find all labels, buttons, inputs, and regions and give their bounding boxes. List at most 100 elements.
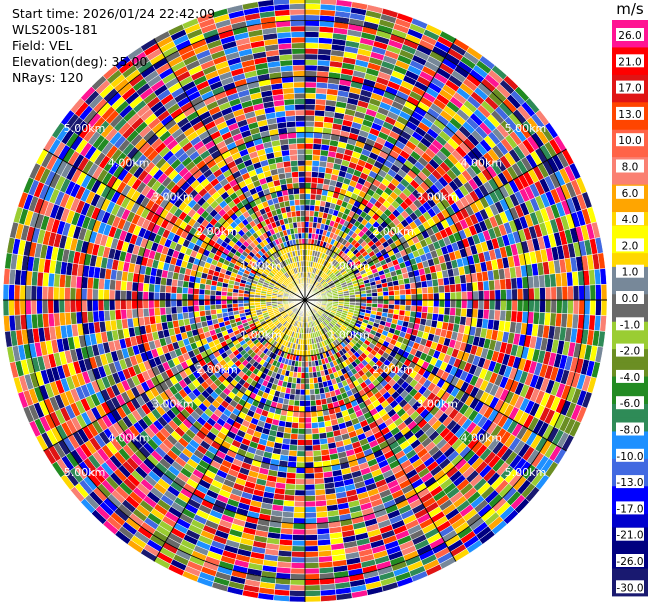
velocity-gate	[483, 290, 490, 301]
velocity-gate	[461, 291, 468, 301]
velocity-gate	[600, 299, 608, 317]
velocity-gate	[410, 293, 418, 301]
velocity-gate	[304, 506, 317, 513]
velocity-gate	[304, 573, 320, 580]
velocity-gate	[304, 411, 312, 418]
velocity-gate	[304, 467, 315, 474]
velocity-gate	[304, 48, 319, 55]
velocity-gate	[125, 290, 133, 301]
velocity-gate	[304, 159, 313, 167]
velocity-gate	[578, 285, 585, 301]
velocity-gate	[19, 299, 27, 316]
velocity-gate	[292, 528, 306, 536]
velocity-gate	[170, 299, 177, 308]
velocity-gate	[511, 299, 518, 312]
velocity-gate	[293, 511, 306, 519]
velocity-gate	[399, 304, 406, 311]
velocity-gate	[360, 296, 367, 301]
velocity-gate	[304, 165, 313, 172]
velocity-gate	[215, 295, 222, 301]
velocity-gate	[539, 299, 546, 313]
velocity-gate	[198, 288, 206, 295]
velocity-gate	[522, 299, 529, 312]
velocity-gate	[103, 278, 111, 291]
velocity-gate	[304, 450, 314, 457]
velocity-gate	[595, 299, 602, 316]
velocity-gate	[510, 277, 518, 290]
velocity-gate	[394, 294, 401, 301]
velocity-gate	[304, 394, 311, 401]
velocity-gate	[287, 455, 298, 463]
velocity-gate	[438, 299, 446, 308]
velocity-gate	[81, 288, 88, 301]
velocity-gate	[142, 299, 149, 309]
velocity-gate	[293, 399, 300, 407]
velocity-gate	[3, 268, 11, 285]
velocity-gate	[103, 289, 110, 301]
velocity-gate	[285, 415, 293, 423]
velocity-gate	[304, 187, 312, 195]
velocity-gate	[516, 276, 524, 290]
velocity-gate	[304, 534, 318, 541]
velocity-gate	[304, 428, 313, 435]
velocity-gate	[25, 299, 32, 315]
velocity-gate	[516, 299, 524, 312]
velocity-gate	[310, 188, 317, 195]
velocity-gate	[181, 286, 189, 295]
velocity-gate	[304, 528, 318, 536]
velocity-gate	[398, 283, 406, 291]
velocity-gate	[432, 285, 440, 294]
velocity-gate	[47, 299, 54, 314]
velocity-gate	[304, 422, 312, 429]
velocity-gate	[298, 422, 306, 429]
velocity-gate	[304, 120, 315, 128]
velocity-gate	[320, 594, 337, 602]
velocity-gate	[181, 293, 188, 301]
velocity-gate	[600, 283, 608, 301]
velocity-gate	[293, 500, 306, 508]
velocity-gate	[433, 292, 440, 301]
velocity-gate	[304, 595, 322, 603]
velocity-gate	[489, 289, 496, 301]
velocity-gate	[81, 299, 88, 312]
velocity-gate	[405, 294, 412, 301]
velocity-gate	[505, 288, 513, 301]
velocity-gate	[528, 299, 535, 313]
velocity-gate	[589, 299, 597, 316]
velocity-gate	[455, 299, 462, 309]
velocity-gate	[449, 291, 457, 301]
velocity-gate	[304, 511, 317, 519]
velocity-gate	[182, 280, 190, 288]
velocity-gate	[30, 285, 38, 301]
velocity-gate	[3, 315, 11, 332]
velocity-gate	[159, 292, 166, 301]
velocity-gate	[426, 279, 434, 288]
velocity-gate	[114, 289, 121, 301]
velocity-gate	[314, 393, 322, 401]
velocity-gate	[58, 286, 66, 301]
velocity-gate	[589, 284, 597, 301]
velocity-gate	[422, 299, 429, 307]
velocity-gate	[92, 288, 99, 301]
velocity-gate	[226, 299, 233, 305]
velocity-gate	[304, 484, 316, 491]
velocity-gate	[75, 287, 82, 301]
velocity-gate	[187, 293, 194, 301]
velocity-gate	[309, 388, 316, 396]
velocity-gate	[30, 299, 38, 315]
velocity-gate	[393, 284, 400, 291]
velocity-gate	[488, 309, 496, 321]
velocity-gate	[556, 286, 563, 301]
velocity-gate	[226, 303, 233, 309]
velocity-gate	[504, 278, 512, 290]
velocity-gate	[304, 461, 315, 469]
velocity-gate	[114, 309, 122, 321]
velocity-gate	[204, 309, 212, 317]
velocity-gate	[285, 477, 296, 485]
velocity-gate	[377, 291, 384, 297]
velocity-gate	[405, 299, 412, 306]
velocity-gate	[304, 221, 310, 228]
velocity-gate	[8, 299, 15, 316]
velocity-gate	[312, 148, 322, 156]
velocity-gate	[292, 410, 300, 418]
